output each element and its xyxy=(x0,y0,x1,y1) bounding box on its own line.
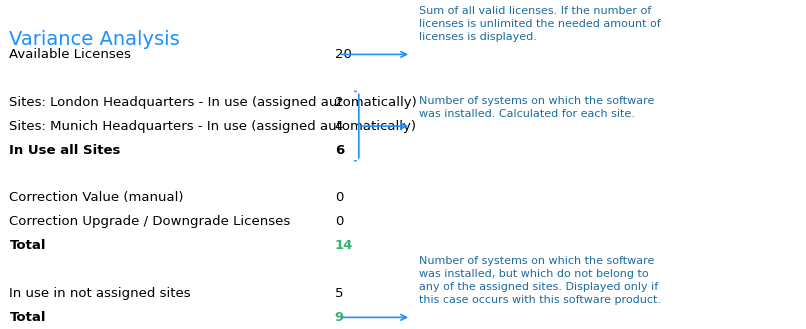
Text: Number of systems on which the software
was installed, but which do not belong t: Number of systems on which the software … xyxy=(419,256,661,305)
Text: In Use all Sites: In Use all Sites xyxy=(10,143,121,157)
Text: Correction Upgrade / Downgrade Licenses: Correction Upgrade / Downgrade Licenses xyxy=(10,215,291,228)
Text: 9: 9 xyxy=(334,311,344,324)
Text: 0: 0 xyxy=(334,191,343,204)
Text: 14: 14 xyxy=(334,239,353,252)
Text: 5: 5 xyxy=(334,287,343,300)
Text: 20: 20 xyxy=(334,48,351,61)
Text: Variance Analysis: Variance Analysis xyxy=(10,30,181,49)
Text: 0: 0 xyxy=(334,215,343,228)
Text: Number of systems on which the software
was installed. Calculated for each site.: Number of systems on which the software … xyxy=(419,96,654,119)
Text: Sites: London Headquarters - In use (assigned automatically): Sites: London Headquarters - In use (ass… xyxy=(10,96,418,109)
Text: 2: 2 xyxy=(334,96,343,109)
Text: Total: Total xyxy=(10,239,46,252)
Text: Sum of all valid licenses. If the number of
licenses is unlimited the needed amo: Sum of all valid licenses. If the number… xyxy=(419,6,661,42)
Text: Available Licenses: Available Licenses xyxy=(10,48,131,61)
Text: Correction Value (manual): Correction Value (manual) xyxy=(10,191,184,204)
Text: 4: 4 xyxy=(334,120,343,133)
Text: In use in not assigned sites: In use in not assigned sites xyxy=(10,287,191,300)
Text: 6: 6 xyxy=(334,143,344,157)
Text: Sites: Munich Headquarters - In use (assigned automatically): Sites: Munich Headquarters - In use (ass… xyxy=(10,120,417,133)
Text: Total: Total xyxy=(10,311,46,324)
